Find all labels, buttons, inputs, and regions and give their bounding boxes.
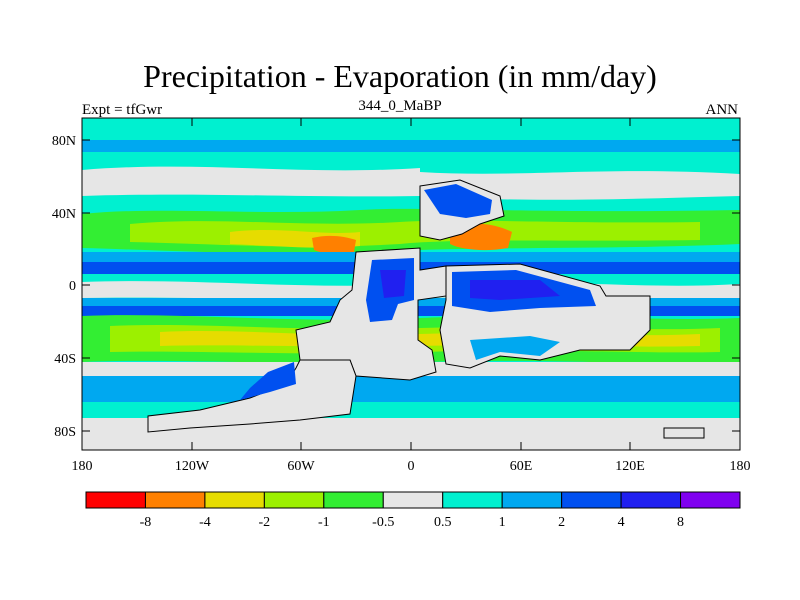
experiment-label: Expt = tfGwr: [82, 102, 163, 118]
legend-label: -2: [259, 515, 271, 530]
field-southern-wet: [82, 376, 740, 402]
field-subpolar-n: [82, 140, 740, 152]
legend-swatch: [680, 491, 741, 509]
color-legend: -8 -4 -2 -1 -0.5 0.5 1 2 4 8: [85, 491, 741, 530]
field-continent-west-core: [380, 270, 406, 298]
island-south-east: [663, 427, 705, 439]
field-continent-south-wet: [240, 362, 296, 400]
legend-swatch: [382, 491, 444, 509]
lat-tick-label: 0: [69, 279, 76, 294]
period-label: 344_0_MaBP: [358, 98, 442, 114]
lat-tick-label: 80N: [52, 134, 76, 149]
field-midlat-n-neutral-east: [420, 171, 740, 200]
legend-label: -4: [199, 515, 211, 530]
legend-label: -8: [140, 515, 152, 530]
lon-tick-label: 180: [72, 459, 93, 474]
field-continent-north-wet: [424, 184, 492, 218]
lat-tick-label: 40N: [52, 207, 76, 222]
legend-swatch: [204, 491, 265, 509]
legend-label: 8: [677, 515, 684, 530]
lon-tick-label: 120E: [615, 459, 645, 474]
field-arctic: [82, 118, 740, 140]
legend-swatch: [501, 491, 563, 509]
lat-tick-label: 40S: [54, 352, 76, 367]
field-subtrop-n-orange: [312, 235, 356, 255]
lon-tick-label: 180: [730, 459, 751, 474]
lat-axis: 80N 40N 0 40S 80S: [52, 134, 740, 440]
legend-label: 0.5: [434, 515, 452, 530]
legend-swatch: [85, 491, 146, 509]
field-midlat-n-neutral: [82, 166, 420, 197]
map-panel: [81, 117, 741, 451]
lat-tick-label: 80S: [54, 425, 76, 440]
legend-swatch: [561, 491, 622, 509]
legend-label: -0.5: [372, 515, 394, 530]
lon-tick-label: 0: [408, 459, 415, 474]
legend-swatch: [263, 491, 325, 509]
legend-label: 4: [618, 515, 625, 530]
lon-tick-label: 120W: [175, 459, 210, 474]
lon-tick-label: 60E: [510, 459, 533, 474]
legend-label: -1: [318, 515, 330, 530]
field-continent-east-core: [470, 280, 560, 300]
figure-title: Precipitation - Evaporation (in mm/day): [143, 58, 657, 94]
legend-swatch: [620, 491, 682, 509]
lon-axis: 180 120W 60W 0 60E 120E 180: [72, 118, 751, 474]
legend-swatch: [144, 491, 206, 509]
legend-swatch: [323, 491, 384, 509]
legend-swatch: [442, 491, 503, 509]
legend-label: 2: [558, 515, 565, 530]
field-continent-east-south: [470, 336, 560, 360]
legend-label: 1: [499, 515, 506, 530]
lon-tick-label: 60W: [287, 459, 315, 474]
season-label: ANN: [705, 102, 739, 118]
